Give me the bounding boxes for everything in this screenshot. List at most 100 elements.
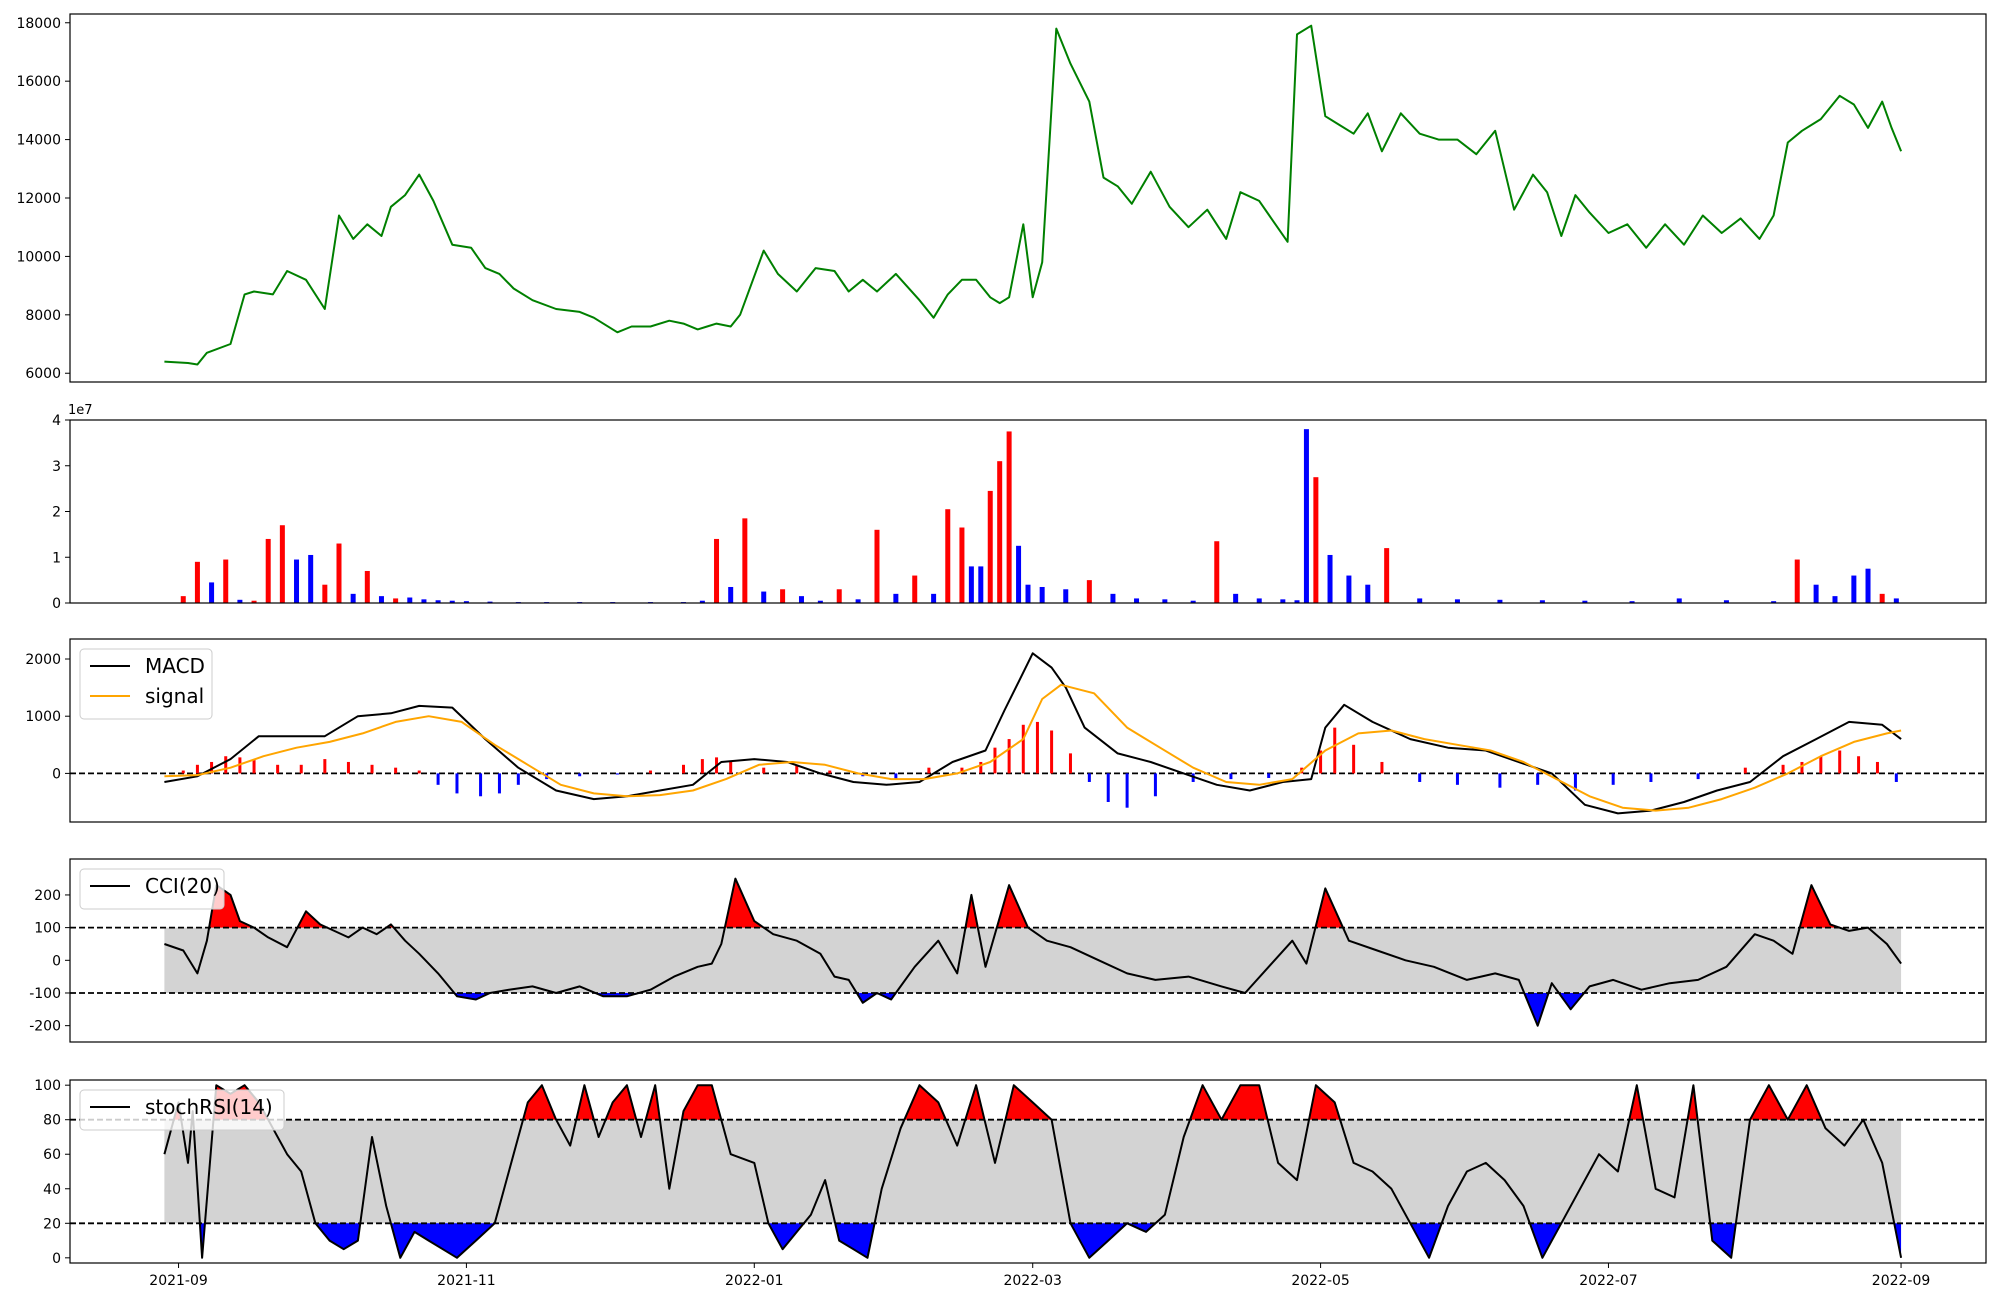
neutral-band: [164, 927, 1902, 993]
volume-bar: [279, 525, 285, 603]
volume-bar: [959, 527, 965, 603]
oversold-fill: [835, 1223, 875, 1258]
volume-bar: [699, 600, 705, 603]
histogram-bar: [1087, 773, 1091, 782]
histogram-bar: [276, 764, 280, 774]
overbought-fill: [1190, 1085, 1222, 1120]
volume-bar: [223, 559, 229, 603]
volume-bar: [1006, 431, 1012, 603]
histogram-bar: [615, 773, 619, 775]
y-tick-label: 8000: [25, 308, 61, 324]
histogram-bar: [993, 747, 997, 774]
volume-bar: [1025, 584, 1031, 603]
volume-bar: [987, 490, 993, 603]
histogram-bar: [1573, 773, 1577, 791]
histogram-bar: [1319, 750, 1323, 774]
axes-frame: [69, 858, 1987, 1043]
histogram-bar: [979, 761, 983, 774]
oversold-fill: [768, 1223, 804, 1250]
neutral-band: [164, 1119, 1902, 1224]
y-tick-label: 6000: [25, 366, 61, 382]
y-tick-label: 3: [52, 459, 61, 475]
histogram-bar: [323, 759, 327, 774]
volume-bar: [1417, 598, 1423, 603]
overbought-fill: [1687, 1085, 1698, 1120]
volume-bar: [912, 575, 918, 603]
volume-bar: [997, 461, 1003, 603]
volume-bar: [1346, 575, 1352, 603]
legend-label: CCI(20): [145, 874, 220, 898]
x-tick-label: 2022-09: [1872, 1273, 1931, 1289]
y-tick-label: 14000: [16, 133, 61, 149]
axes-frame: [69, 419, 1987, 604]
volume-bar: [435, 600, 441, 603]
volume-bar: [1256, 598, 1262, 603]
histogram-bar: [700, 759, 704, 774]
y-tick-label: 0: [52, 1251, 61, 1267]
volume-bar: [1539, 600, 1545, 603]
volume-bar: [421, 599, 427, 603]
histogram-bar: [1007, 739, 1011, 774]
oversold-fill: [1710, 1223, 1736, 1258]
y-tick-label: 60: [43, 1147, 61, 1163]
legend-label: signal: [145, 684, 204, 708]
volume-bar: [968, 566, 974, 603]
histogram-bar: [1696, 773, 1700, 780]
histogram-bar: [436, 773, 440, 785]
y-tick-label: 40: [43, 1182, 61, 1198]
histogram-bar: [370, 764, 374, 774]
histogram-bar: [1068, 753, 1072, 774]
volume-bar: [350, 593, 356, 603]
volume-bar: [798, 596, 804, 603]
histogram-bar: [346, 761, 350, 774]
histogram-bar: [681, 764, 685, 774]
volume-bar: [1384, 548, 1390, 603]
stochrsi-14--line: [163, 1084, 1903, 1259]
volume-bar: [1893, 598, 1899, 603]
volume-bar: [1327, 554, 1333, 603]
volume-bar: [1086, 580, 1092, 603]
volume-bar: [209, 582, 215, 603]
price-line: [164, 24, 1903, 366]
histogram-bar: [224, 756, 228, 774]
overbought-fill: [996, 885, 1028, 928]
histogram-bar: [299, 764, 303, 774]
histogram-bar: [1352, 744, 1356, 774]
volume-bar: [265, 538, 271, 603]
histogram-bar: [1857, 756, 1861, 774]
volume-bar: [1016, 545, 1022, 603]
oversold-fill: [1524, 992, 1549, 1026]
volume-bar: [1629, 601, 1635, 603]
histogram-bar: [1781, 764, 1785, 774]
overbought-fill: [576, 1085, 594, 1120]
y-tick-label: 0: [52, 766, 61, 782]
y-tick-label: 12000: [16, 191, 61, 207]
overbought-fill: [1221, 1085, 1268, 1120]
volume-bar: [978, 566, 984, 603]
y-tick-label: 80: [43, 1113, 61, 1129]
volume-bar: [855, 599, 861, 603]
y-tick-label: 100: [34, 1078, 61, 1094]
y-tick-label: 10000: [16, 249, 61, 265]
histogram-bar: [1267, 773, 1271, 778]
volume-bar: [180, 596, 186, 603]
volume-bar: [336, 543, 342, 603]
histogram-bar: [795, 764, 799, 774]
volume-bar: [714, 538, 720, 603]
y-tick-label: 0: [52, 596, 61, 612]
volume-bar: [1214, 541, 1220, 603]
histogram-bar: [210, 761, 214, 774]
volume-bar: [1233, 593, 1239, 603]
oversold-fill: [454, 992, 491, 1000]
volume-bar: [194, 561, 200, 603]
signal-line: [164, 683, 1902, 812]
volume-bar: [393, 598, 399, 603]
volume-bar: [1110, 593, 1116, 603]
legend-box: [79, 868, 225, 910]
histogram-bar: [1153, 773, 1157, 797]
overbought-fill: [1309, 1085, 1341, 1120]
histogram-bar: [1536, 773, 1540, 785]
volume-bar: [463, 601, 469, 603]
y-tick-label: -200: [29, 1019, 61, 1035]
y-tick-label: 16000: [16, 74, 61, 90]
